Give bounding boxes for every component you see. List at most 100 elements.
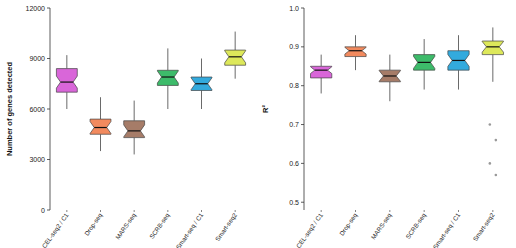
x-tick-label: CEL-seq2 / C1	[40, 211, 71, 248]
x-tick	[355, 210, 356, 212]
whisker-lower	[424, 70, 425, 89]
median	[94, 127, 107, 128]
box	[157, 70, 178, 85]
outlier	[489, 123, 492, 126]
y-tick-label: 0.9	[289, 43, 299, 50]
panel: 0.5 0.6 0.7 0.8 0.9 1.0 R² CEL-seq2 / C1 Drop-se…	[261, 5, 503, 248]
x-tick	[201, 210, 202, 212]
x-tick	[66, 210, 67, 212]
box	[90, 119, 111, 134]
x-tick	[100, 210, 101, 212]
x-tick-label: MARS-seq	[114, 211, 138, 241]
outlier	[495, 139, 498, 142]
outlier	[489, 162, 492, 165]
median	[452, 60, 465, 61]
whisker-upper	[235, 32, 236, 51]
box	[414, 55, 435, 71]
y-axis-label: Number of genes detected	[5, 61, 14, 156]
y-tick	[301, 124, 304, 125]
x-tick-label: CEL-seq2 / C1	[295, 211, 326, 248]
whisker-lower	[458, 70, 459, 89]
y-tick	[47, 210, 50, 211]
whisker-lower	[492, 55, 493, 82]
whisker-lower	[355, 57, 356, 71]
y-tick-label: 0.5	[289, 199, 299, 206]
median	[486, 46, 499, 47]
y-tick	[47, 8, 50, 9]
median	[383, 75, 396, 76]
whisker-lower	[235, 65, 236, 78]
box	[482, 41, 503, 55]
x-tick	[321, 210, 322, 212]
y-tick-label: 9000	[29, 55, 45, 62]
x-tick	[389, 210, 390, 212]
x-tick	[167, 210, 168, 212]
y-tick-label: 0.8	[289, 82, 299, 89]
figure: 0 3000 6000 9000 12000 Number of genes detect…	[0, 0, 516, 248]
whisker-lower	[321, 78, 322, 94]
whisker-upper	[458, 35, 459, 51]
y-tick	[47, 109, 50, 110]
x-tick-label: SCRB-seq	[148, 211, 172, 240]
x-tick	[458, 210, 459, 212]
x-tick-label: MARS-seq	[369, 211, 393, 241]
median	[61, 81, 74, 82]
whisker-upper	[134, 101, 135, 121]
boxes	[56, 32, 245, 155]
x-tick-label: Smart-seq2	[214, 211, 240, 243]
x-tick	[424, 210, 425, 212]
x-tick-label: SCRB-seq	[404, 211, 428, 240]
whisker-lower	[134, 138, 135, 155]
median	[128, 130, 141, 131]
boxes	[311, 27, 504, 176]
median	[315, 70, 328, 71]
box	[379, 70, 400, 82]
y-tick	[301, 8, 304, 9]
y-tick-label: 3000	[29, 156, 45, 163]
y-tick	[301, 46, 304, 47]
box	[225, 50, 246, 65]
box	[311, 66, 332, 78]
median	[418, 62, 431, 63]
box	[191, 77, 212, 90]
whisker-upper	[321, 55, 322, 67]
box	[124, 121, 145, 138]
whisker-upper	[167, 48, 168, 70]
whisker-upper	[424, 39, 425, 55]
x-tick	[492, 210, 493, 212]
y-axis	[304, 8, 305, 210]
x-tick	[134, 210, 135, 212]
box	[448, 51, 469, 70]
y-tick	[301, 85, 304, 86]
whisker-lower	[389, 82, 390, 101]
x-tick-label: Smart-seq2	[471, 211, 497, 243]
whisker-lower	[66, 92, 67, 109]
median	[162, 76, 175, 77]
median	[349, 50, 362, 51]
box	[56, 69, 77, 93]
whisker-upper	[201, 59, 202, 78]
y-tick-label: 0	[41, 207, 45, 214]
x-tick	[235, 210, 236, 212]
y-tick	[47, 159, 50, 160]
whisker-lower	[201, 90, 202, 109]
median	[229, 56, 242, 57]
panel: 0 3000 6000 9000 12000 Number of genes detect…	[5, 5, 246, 248]
y-tick-label: 0.7	[289, 121, 299, 128]
y-tick	[301, 163, 304, 164]
x-tick-label: Smart-seq / C1	[174, 211, 205, 248]
whisker-upper	[492, 27, 493, 41]
whisker-upper	[100, 97, 101, 119]
x-tick-label: Drop-seq	[83, 211, 105, 237]
whisker-upper	[66, 55, 67, 68]
x-tick-label: Drop-seq	[338, 211, 360, 237]
outlier	[495, 174, 498, 177]
y-tick-label: 6000	[29, 106, 45, 113]
y-tick-label: 12000	[26, 5, 46, 12]
y-tick-label: 1.0	[289, 5, 299, 12]
y-tick	[47, 58, 50, 59]
y-tick-label: 0.6	[289, 160, 299, 167]
y-axis-label: R²	[261, 105, 270, 113]
whisker-lower	[167, 85, 168, 109]
x-tick-label: Smart-seq / C1	[431, 211, 462, 248]
